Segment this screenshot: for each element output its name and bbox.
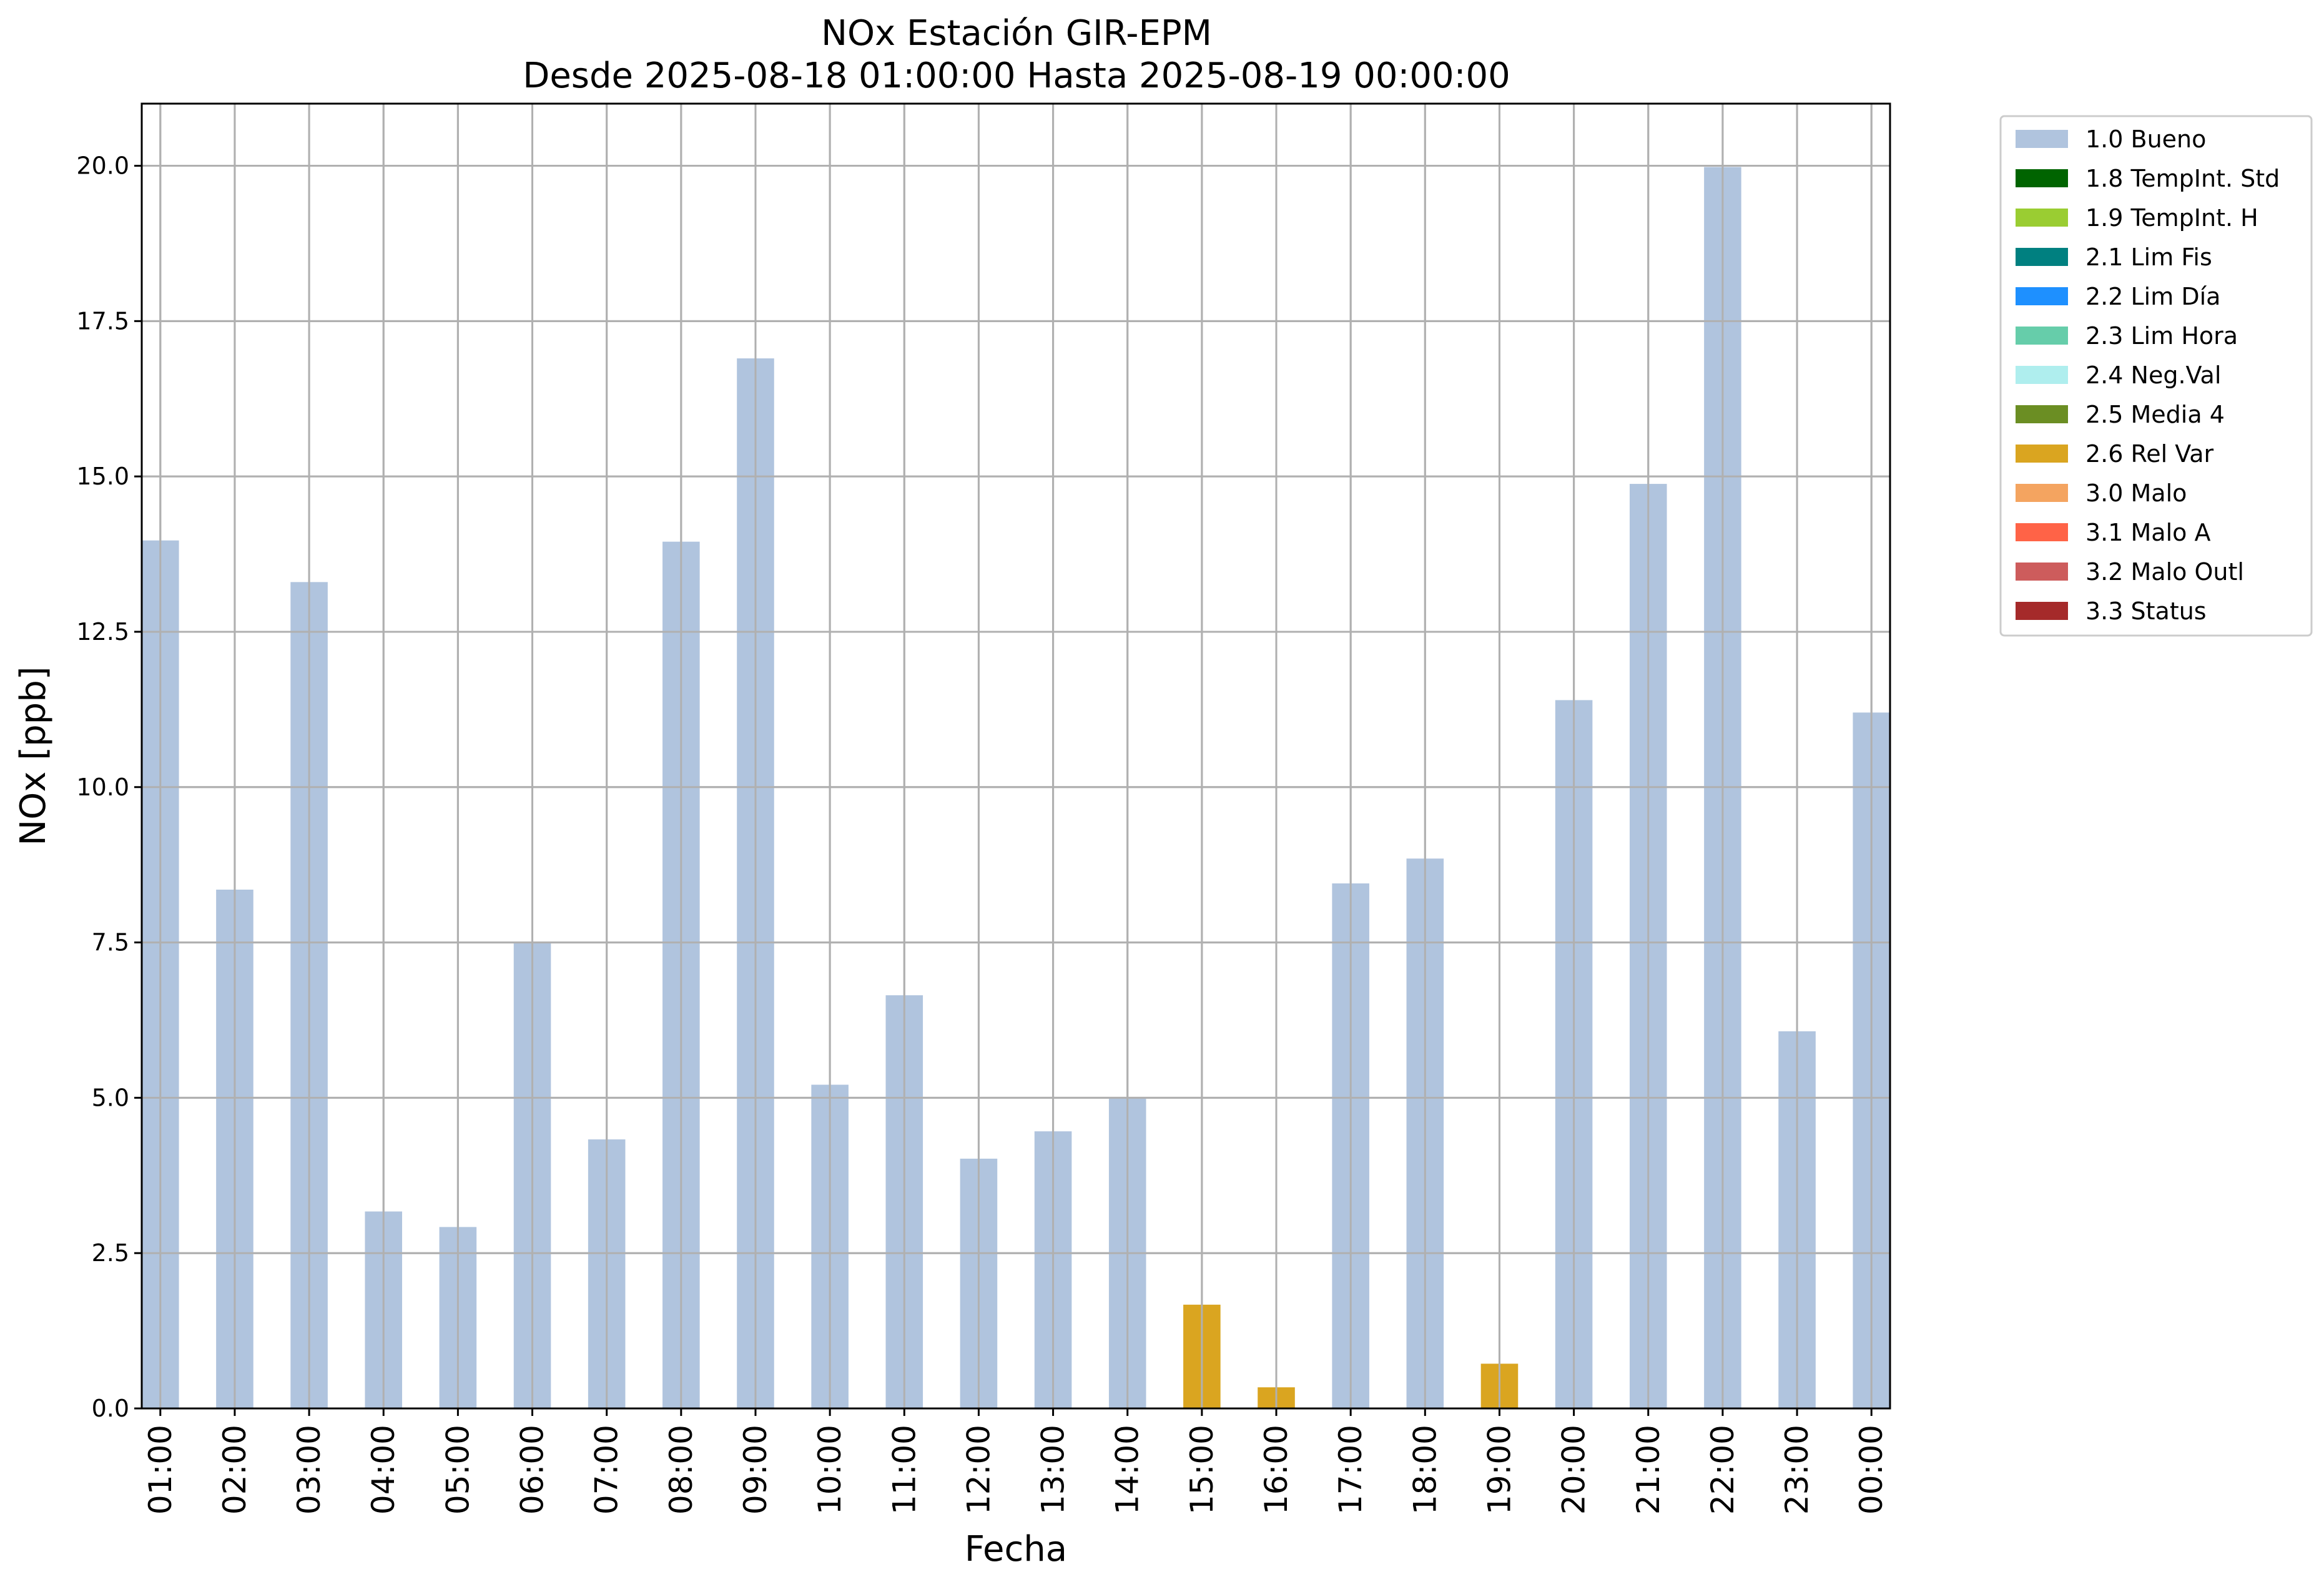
y-axis-label: NOx [ppb]: [13, 666, 54, 845]
legend-swatch: [2016, 169, 2068, 187]
legend-entry: 3.0 Malo: [2085, 479, 2187, 507]
legend-swatch: [2016, 209, 2068, 227]
legend-swatch: [2016, 405, 2068, 423]
chart-subtitle: Desde 2025-08-18 01:00:00 Hasta 2025-08-…: [523, 56, 1510, 96]
legend-entry: 3.3 Status: [2085, 597, 2207, 625]
x-tick-label: 04:00: [365, 1425, 401, 1515]
legend-swatch: [2016, 248, 2068, 266]
legend-entry: 1.8 TempInt. Std: [2085, 165, 2280, 192]
legend-swatch: [2016, 602, 2068, 620]
y-tick-label: 7.5: [92, 929, 129, 956]
x-tick-label: 13:00: [1035, 1425, 1071, 1515]
legend-entry: 1.0 Bueno: [2085, 125, 2206, 153]
legend-entry: 2.1 Lim Fis: [2085, 243, 2212, 271]
x-tick-label: 09:00: [737, 1425, 774, 1515]
x-tick-label: 02:00: [217, 1425, 253, 1515]
x-tick-label: 01:00: [142, 1425, 179, 1515]
x-tick-label: 23:00: [1779, 1425, 1815, 1515]
y-tick-label: 10.0: [76, 774, 129, 801]
x-tick-label: 19:00: [1481, 1425, 1517, 1515]
x-axis-label: Fecha: [965, 1529, 1067, 1570]
x-tick-label: 18:00: [1407, 1425, 1443, 1515]
legend: 1.0 Bueno 1.8 TempInt. Std 1.9 TempInt. H 2…: [1999, 115, 2313, 637]
x-axis-ticks: 01:00 02:00 03:00 04:00 05:00 06:00 07:00 08:00…: [142, 1408, 1889, 1515]
x-tick-label: 07:00: [589, 1425, 625, 1515]
x-tick-label: 17:00: [1332, 1425, 1369, 1515]
x-tick-label: 08:00: [663, 1425, 699, 1515]
plot-frame: [140, 102, 1891, 1410]
y-axis-ticks: 0.0 2.5 5.0 7.5 10.0 12.5 15.0 17.5 20.0: [76, 152, 142, 1422]
x-tick-label: 15:00: [1184, 1425, 1220, 1515]
legend-entry: 2.6 Rel Var: [2085, 440, 2214, 468]
legend-box: [1999, 115, 2313, 637]
x-tick-label: 11:00: [886, 1425, 922, 1515]
x-tick-label: 16:00: [1258, 1425, 1294, 1515]
legend-entry: 3.2 Malo Outl: [2085, 558, 2244, 586]
y-tick-label: 20.0: [76, 152, 129, 180]
legend-swatch: [2016, 484, 2068, 502]
legend-entry: 2.3 Lim Hora: [2085, 322, 2238, 350]
legend-swatch: [2016, 445, 2068, 463]
y-tick-label: 12.5: [76, 618, 129, 646]
legend-entry: 2.5 Media 4: [2085, 401, 2225, 428]
x-tick-label: 10:00: [812, 1425, 848, 1515]
chart-title: NOx Estación GIR-EPM: [821, 13, 1212, 54]
y-tick-label: 2.5: [92, 1239, 129, 1267]
legend-entry: 3.1 Malo A: [2085, 519, 2210, 546]
y-tick-label: 17.5: [76, 307, 129, 335]
legend-swatch: [2016, 523, 2068, 541]
x-tick-label: 12:00: [960, 1425, 997, 1515]
legend-entry: 2.4 Neg.Val: [2085, 361, 2221, 389]
legend-swatch: [2016, 130, 2068, 148]
legend-swatch: [2016, 327, 2068, 345]
legend-swatch: [2016, 366, 2068, 384]
legend-entry: 2.2 Lim Día: [2085, 283, 2220, 310]
x-tick-label: 14:00: [1110, 1425, 1146, 1515]
x-tick-label: 06:00: [515, 1425, 551, 1515]
y-tick-label: 5.0: [92, 1084, 129, 1111]
x-tick-label: 21:00: [1630, 1425, 1667, 1515]
y-tick-label: 0.0: [92, 1395, 129, 1422]
legend-swatch: [2016, 563, 2068, 581]
x-tick-label: 00:00: [1853, 1425, 1889, 1515]
bars: [142, 104, 1890, 1410]
x-tick-label: 05:00: [440, 1425, 476, 1515]
legend-entry: 1.9 TempInt. H: [2085, 204, 2258, 232]
x-tick-label: 20:00: [1556, 1425, 1592, 1515]
x-tick-label: 22:00: [1705, 1425, 1741, 1515]
y-tick-label: 15.0: [76, 463, 129, 490]
x-tick-label: 03:00: [291, 1425, 327, 1515]
legend-swatch: [2016, 287, 2068, 305]
